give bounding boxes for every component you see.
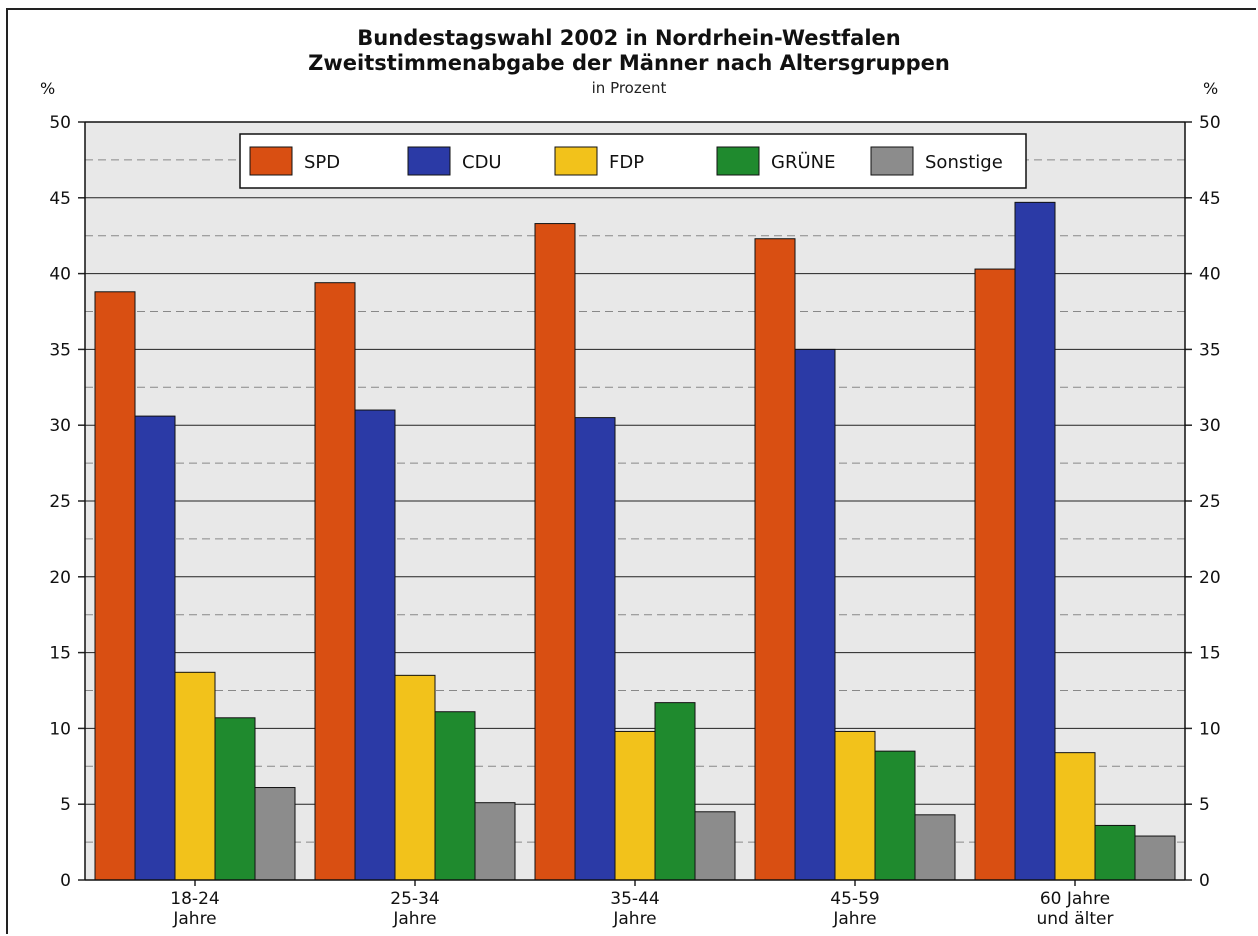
bar-cdu (354, 409, 396, 881)
y-tick-label-right: 40 (1199, 265, 1221, 285)
y-tick-label-right: 20 (1199, 568, 1221, 588)
y-tick-label-right: 45 (1199, 189, 1221, 209)
y-tick-label-left: 15 (49, 644, 71, 664)
y-tick-label-left: 10 (49, 719, 71, 739)
y-tick-label-left: 35 (49, 340, 71, 360)
legend-label-grüne: GRÜNE (771, 151, 835, 173)
bar-sonstige (914, 814, 956, 881)
bar-spd (94, 291, 136, 881)
bar-fdp (834, 730, 876, 881)
x-tick-label: und älter (1037, 909, 1114, 929)
legend-swatch-fdp (554, 146, 598, 176)
y-tick-label-right: 25 (1199, 492, 1221, 512)
y-tick-label-right: 50 (1199, 113, 1221, 133)
x-tick-label: 25-34 (390, 889, 439, 909)
legend-swatch-grüne (716, 146, 760, 176)
y-tick-label-left: 25 (49, 492, 71, 512)
y-tick-label-left: 40 (49, 265, 71, 285)
y-tick-label-right: 5 (1199, 795, 1210, 815)
x-tick-label: Jahre (172, 909, 216, 929)
bar-grüne (874, 750, 916, 881)
legend-label-cdu: CDU (462, 152, 502, 173)
y-tick-label-left: 30 (49, 416, 71, 436)
bar-sonstige (1134, 835, 1176, 881)
x-tick-label: 60 Jahre (1040, 889, 1110, 909)
x-tick-label: Jahre (392, 909, 436, 929)
x-tick-label: Jahre (832, 909, 876, 929)
bar-cdu (794, 348, 836, 881)
legend-swatch-cdu (407, 146, 451, 176)
bar-sonstige (254, 787, 296, 881)
chart-frame (6, 8, 1256, 934)
bar-grüne (434, 711, 476, 881)
y-tick-label-left: 45 (49, 189, 71, 209)
y-axis-unit-right: % (1203, 79, 1219, 98)
bar-spd (314, 282, 356, 881)
x-tick-label: 35-44 (610, 889, 659, 909)
y-tick-label-left: 20 (49, 568, 71, 588)
y-tick-label-right: 30 (1199, 416, 1221, 436)
bar-spd (974, 268, 1016, 881)
bar-cdu (1014, 201, 1056, 881)
bar-fdp (174, 671, 216, 881)
x-tick-label: 18-24 (170, 889, 219, 909)
bar-spd (534, 223, 576, 881)
y-axis-unit-left: % (40, 79, 56, 98)
x-tick-label: 45-59 (830, 889, 879, 909)
bar-spd (754, 238, 796, 881)
bar-grüne (654, 702, 696, 881)
y-tick-label-left: 0 (60, 871, 71, 891)
x-tick-label: Jahre (612, 909, 656, 929)
bar-fdp (1054, 752, 1096, 881)
y-tick-label-right: 0 (1199, 871, 1210, 891)
y-tick-label-right: 35 (1199, 340, 1221, 360)
bar-grüne (214, 717, 256, 881)
bar-cdu (574, 417, 616, 881)
bar-sonstige (474, 802, 516, 881)
y-tick-label-left: 50 (49, 113, 71, 133)
bar-cdu (134, 415, 176, 881)
legend-label-sonstige: Sonstige (925, 152, 1003, 173)
legend-swatch-spd (249, 146, 293, 176)
y-tick-label-left: 5 (60, 795, 71, 815)
legend-swatch-sonstige (870, 146, 914, 176)
legend-label-spd: SPD (304, 152, 340, 173)
legend-label-fdp: FDP (609, 152, 644, 173)
chart-unit-note: in Prozent (591, 79, 667, 97)
chart-title: Bundestagswahl 2002 in Nordrhein-Westfal… (357, 26, 901, 50)
y-tick-label-right: 15 (1199, 644, 1221, 664)
bar-fdp (614, 730, 656, 881)
chart-subtitle: Zweitstimmenabgabe der Männer nach Alter… (308, 51, 950, 75)
y-tick-label-right: 10 (1199, 719, 1221, 739)
bar-fdp (394, 674, 436, 881)
bar-sonstige (694, 811, 736, 881)
bar-grüne (1094, 824, 1136, 881)
